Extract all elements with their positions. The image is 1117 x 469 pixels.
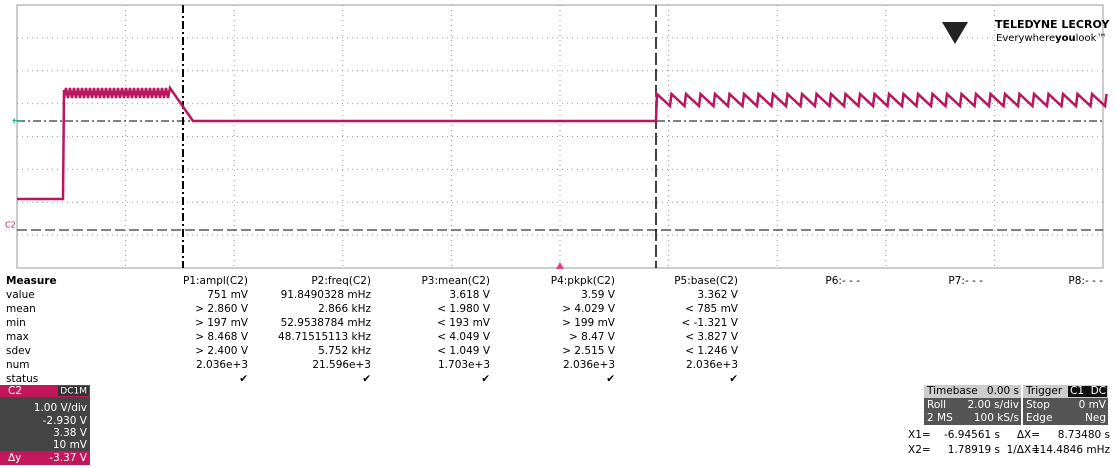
timebase-rate: 2.00 s/div [967,399,1019,411]
measure-header: Measure [6,275,57,287]
inv-value: 114.4846 mHz [1033,444,1111,456]
timebase-mode: Roll [927,399,946,411]
trigger-level: 0 mV [1079,399,1107,411]
measure-cell: 2.866 kHz [318,303,371,315]
timebase-label: Timebase [926,385,978,397]
measure-cell: 2.036e+3 [196,359,248,371]
channel-name: C2 [8,385,22,397]
column-header: P2:freq(C2) [311,275,371,287]
trigger-label: Trigger [1025,385,1063,397]
grid-frame [16,4,1104,269]
measure-cell: > 4.029 V [562,303,616,315]
x1-label: X1= [908,429,931,441]
measure-cell: 1.703e+3 [438,359,490,371]
column-header: P4:pkpk(C2) [551,275,615,287]
x1-value: -6.94561 s [944,429,1000,441]
grid [16,4,1104,269]
trigger-marker [556,262,564,269]
dx-label: ΔX= [1017,429,1040,441]
cursor-1-level: 3.38 V [53,427,88,439]
inv-label: 1/ΔX= [1007,444,1040,456]
column-header: P3:mean(C2) [421,275,490,287]
timebase-delay: 0.00 s [987,385,1019,397]
tagline-part: you [1055,33,1076,44]
logo-tagline: Everywhereyoulook™ [996,33,1106,44]
measure-cell: > 199 mV [562,317,616,329]
measure-cell: 751 mV [207,289,249,301]
measure-cell: < 3.827 V [685,331,739,343]
measure-cell: < 1.980 V [437,303,491,315]
trigger-slope: Neg [1085,412,1106,424]
measure-cell: < -1.321 V [681,317,738,329]
measure-table: value mean min max sdev num status P1:ampl(C2) 7… [6,275,1103,385]
column-header: P6:- - - [825,275,860,287]
coupling-box [58,386,89,396]
row-label: status [6,373,38,385]
measure-cell: 3.59 V [581,289,616,301]
dx-value: 8.73480 s [1058,429,1110,441]
column-header: P7:- - - [948,275,983,287]
row-label: max [6,331,29,343]
measure-cell: > 197 mV [195,317,249,329]
measure-cell: 48.71515113 kHz [278,331,371,343]
waveform [17,84,1108,201]
delta-box [0,451,90,465]
measure-cell: 3.362 V [697,289,738,301]
measure-cell: 91.8490328 mHz [281,289,372,301]
trigger-channel: C1 [1070,385,1084,397]
delta-label: Δy [8,452,21,464]
measure-cell: > 2.515 V [562,345,616,357]
measure-cell: 21.596e+3 [312,359,371,371]
x2-label: X2= [908,444,931,456]
timebase-header [924,385,1021,398]
measure-cell: > 2.860 V [195,303,249,315]
cursor-2-level: 10 mV [53,439,88,451]
trigger-mode: Stop [1026,399,1050,411]
channel-coupling: DC1M [60,387,87,397]
row-label: value [6,289,35,301]
measure-cell: ✔ [239,373,248,385]
measure-cell: > 2.400 V [195,345,249,357]
column-header: P5:base(C2) [674,275,738,287]
measure-cell: 3.618 V [449,289,490,301]
timebase-samples: 2 MS [927,412,953,424]
trigger-coupling: DC [1091,385,1106,397]
channel-vdiv: 1.00 V/div [34,402,87,414]
measure-cell: < 4.049 V [437,331,491,343]
row-label: min [6,317,26,329]
measure-cell: < 1.246 V [685,345,739,357]
measure-cell: < 785 mV [685,303,739,315]
measure-cell: 2.036e+3 [686,359,738,371]
tagline-part: look™ [1076,33,1107,44]
row-label: mean [6,303,36,315]
measure-cell: > 8.47 V [569,331,616,343]
row-label: num [6,359,30,371]
measure-cell: 52.9538784 mHz [281,317,372,329]
column-header: P1:ampl(C2) [183,275,248,287]
column-header: P8:- - - [1068,275,1103,287]
trigger-type: Edge [1026,412,1052,424]
measure-cell: < 1.049 V [437,345,491,357]
row-label: sdev [6,345,31,357]
measure-cell: ✔ [481,373,490,385]
delta-value: -3.37 V [49,452,88,464]
x2-value: 1.78919 s [948,444,1000,456]
measure-cell: ✔ [606,373,615,385]
measure-cell: ✔ [362,373,371,385]
trigger-src-box [1068,386,1107,397]
measure-cell: ✔ [729,373,738,385]
measure-cell: 2.036e+3 [563,359,615,371]
tagline-part: Everywhere [996,33,1055,44]
timebase-srate: 100 kS/s [974,412,1019,424]
logo-icon [942,22,968,44]
trigger-level-marker: ← [12,114,22,128]
logo-brand: TELEDYNE LECROY [995,18,1110,31]
measure-cell: > 8.468 V [195,331,249,343]
channel-offset: -2.930 V [43,415,88,427]
measure-cell: 5.752 kHz [318,345,371,357]
measure-cell: < 193 mV [437,317,491,329]
trace-label: C2 [5,221,16,230]
